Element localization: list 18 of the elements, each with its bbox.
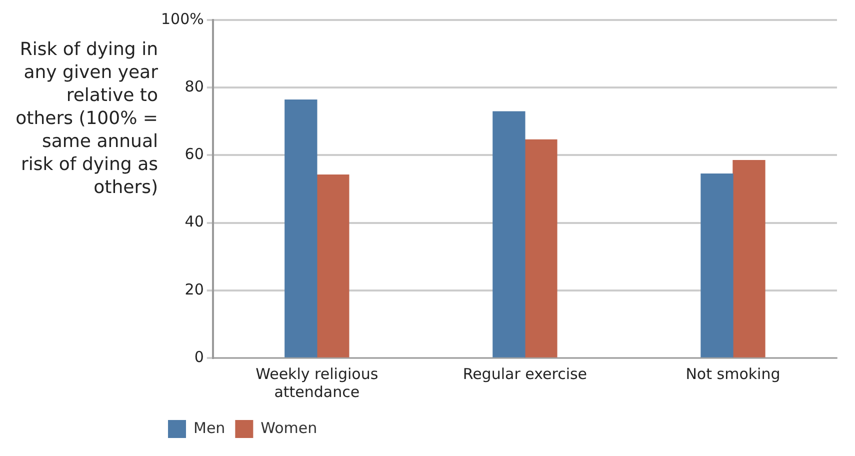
y-tick-label: 20 [184,280,204,298]
x-tick-label: Regular exercise [462,364,588,383]
bar [524,139,558,358]
x-tick-label: Not smoking [686,364,780,383]
bar [700,173,734,358]
y-tick-label: 40 [184,212,204,231]
y-axis-title: Risk of dying in any given year relative to others (100% = same annual risk of dying as others) [14,38,158,200]
bar [732,160,766,358]
legend-label: Men [194,418,226,437]
bar [284,99,318,358]
y-tick-label: 60 [184,145,204,164]
legend-label: Women [260,418,318,437]
x-tick-label: Weekly religious attendance [256,364,378,401]
y-tick-label: 100% [160,10,204,28]
bar [316,174,350,358]
y-tick-label: 80 [184,77,204,96]
bar [492,111,526,358]
y-tick-label: 0 [194,348,204,366]
